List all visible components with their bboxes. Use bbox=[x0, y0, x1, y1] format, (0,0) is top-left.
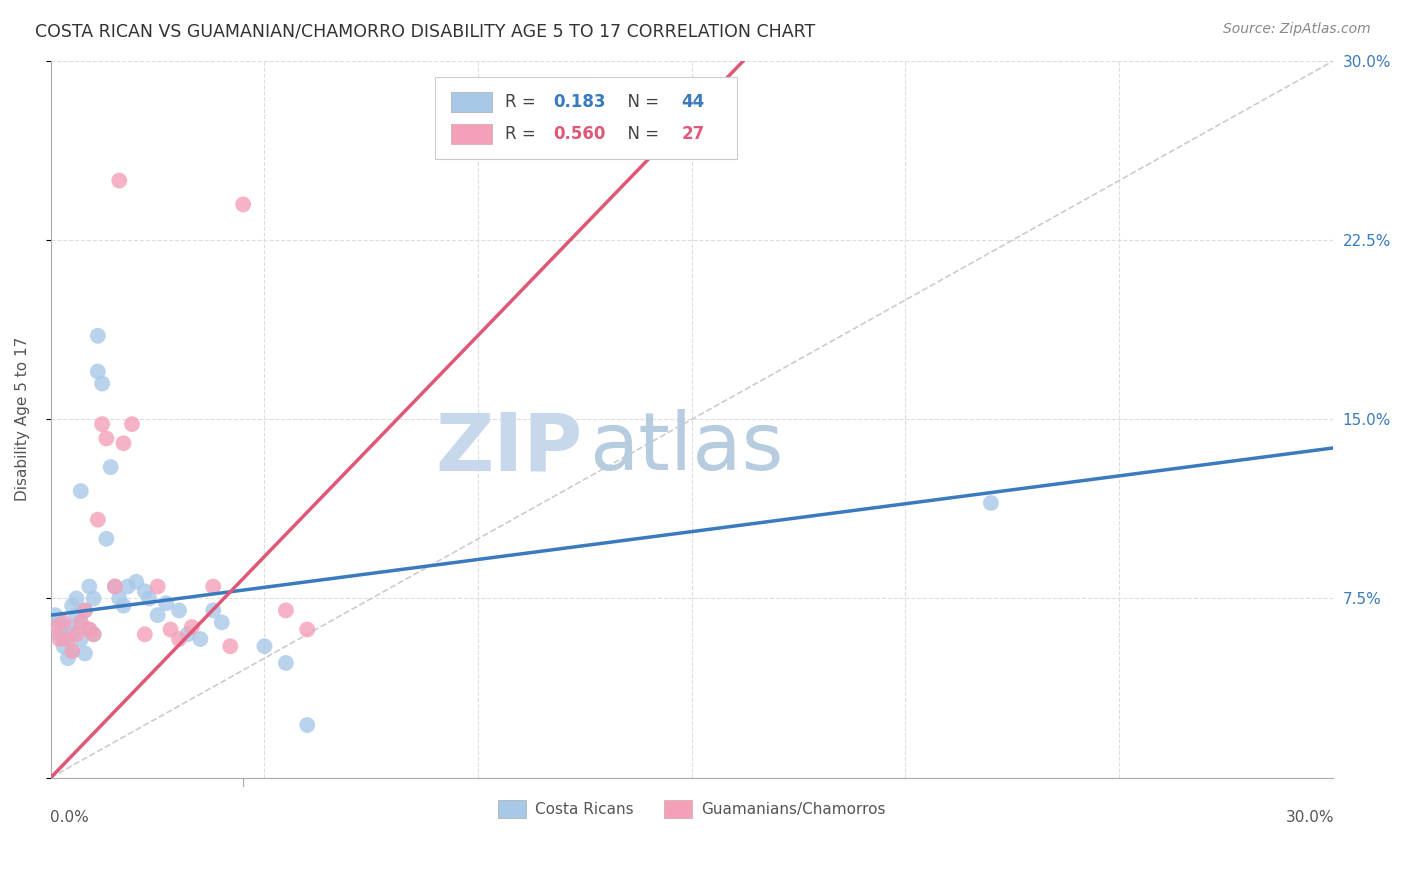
Point bbox=[79, 580, 101, 594]
Point bbox=[56, 651, 79, 665]
Point bbox=[146, 608, 169, 623]
Text: ZIP: ZIP bbox=[436, 409, 583, 487]
Text: 30.0%: 30.0% bbox=[1285, 810, 1334, 825]
Text: R =: R = bbox=[505, 93, 541, 111]
Point bbox=[52, 615, 75, 630]
Text: Source: ZipAtlas.com: Source: ZipAtlas.com bbox=[1223, 22, 1371, 37]
Point bbox=[69, 615, 91, 630]
Point bbox=[297, 718, 319, 732]
Point bbox=[56, 632, 79, 646]
Text: 27: 27 bbox=[682, 125, 704, 144]
Point bbox=[83, 627, 105, 641]
Point bbox=[60, 627, 83, 641]
Point bbox=[73, 603, 96, 617]
Point bbox=[108, 173, 131, 187]
Text: N =: N = bbox=[617, 125, 665, 144]
Point bbox=[48, 632, 70, 646]
Point bbox=[60, 599, 83, 613]
Point bbox=[83, 627, 105, 641]
Point bbox=[108, 591, 131, 606]
Point bbox=[87, 365, 110, 379]
Point bbox=[219, 639, 242, 653]
Point bbox=[190, 632, 212, 646]
Point bbox=[65, 591, 87, 606]
Point bbox=[48, 615, 70, 630]
FancyBboxPatch shape bbox=[451, 124, 492, 145]
Point bbox=[202, 580, 225, 594]
Point bbox=[73, 647, 96, 661]
Point bbox=[167, 603, 190, 617]
Point bbox=[79, 623, 101, 637]
Point bbox=[83, 591, 105, 606]
Point bbox=[91, 417, 114, 431]
Y-axis label: Disability Age 5 to 17: Disability Age 5 to 17 bbox=[15, 337, 30, 501]
Point bbox=[274, 603, 297, 617]
Point bbox=[176, 627, 198, 641]
Point bbox=[60, 644, 83, 658]
Point bbox=[180, 620, 202, 634]
Point bbox=[60, 644, 83, 658]
Text: N =: N = bbox=[617, 93, 665, 111]
Point bbox=[125, 574, 148, 589]
Point bbox=[253, 639, 276, 653]
FancyBboxPatch shape bbox=[436, 77, 737, 160]
Text: 0.560: 0.560 bbox=[554, 125, 606, 144]
Text: 44: 44 bbox=[682, 93, 704, 111]
Point bbox=[44, 620, 66, 634]
Point bbox=[69, 483, 91, 498]
Point bbox=[96, 532, 118, 546]
Point bbox=[980, 496, 1002, 510]
Point bbox=[138, 591, 160, 606]
Point bbox=[96, 432, 118, 446]
FancyBboxPatch shape bbox=[451, 92, 492, 112]
Point bbox=[87, 513, 110, 527]
Text: R =: R = bbox=[505, 125, 541, 144]
Point bbox=[65, 608, 87, 623]
Point bbox=[73, 603, 96, 617]
Text: 0.0%: 0.0% bbox=[49, 810, 89, 825]
Point bbox=[121, 417, 143, 431]
Point bbox=[274, 656, 297, 670]
Text: COSTA RICAN VS GUAMANIAN/CHAMORRO DISABILITY AGE 5 TO 17 CORRELATION CHART: COSTA RICAN VS GUAMANIAN/CHAMORRO DISABI… bbox=[35, 22, 815, 40]
Point bbox=[100, 460, 122, 475]
Point bbox=[112, 436, 135, 450]
Point bbox=[91, 376, 114, 391]
Point bbox=[232, 197, 254, 211]
Point bbox=[69, 615, 91, 630]
Point bbox=[44, 608, 66, 623]
Point bbox=[155, 596, 177, 610]
Point bbox=[104, 580, 127, 594]
Text: 0.183: 0.183 bbox=[554, 93, 606, 111]
Point bbox=[146, 580, 169, 594]
Point bbox=[202, 603, 225, 617]
Point bbox=[65, 627, 87, 641]
Text: atlas: atlas bbox=[589, 409, 783, 487]
Point bbox=[52, 639, 75, 653]
Legend: Costa Ricans, Guamanians/Chamorros: Costa Ricans, Guamanians/Chamorros bbox=[492, 794, 891, 823]
Point bbox=[69, 632, 91, 646]
Point bbox=[167, 632, 190, 646]
Point bbox=[211, 615, 233, 630]
Point bbox=[79, 623, 101, 637]
Point bbox=[297, 623, 319, 637]
Point bbox=[112, 599, 135, 613]
Point bbox=[56, 620, 79, 634]
Point bbox=[48, 627, 70, 641]
Point bbox=[87, 328, 110, 343]
Point bbox=[134, 627, 156, 641]
Point bbox=[104, 580, 127, 594]
Point bbox=[134, 584, 156, 599]
Point bbox=[52, 632, 75, 646]
Point bbox=[159, 623, 181, 637]
Point bbox=[117, 580, 139, 594]
